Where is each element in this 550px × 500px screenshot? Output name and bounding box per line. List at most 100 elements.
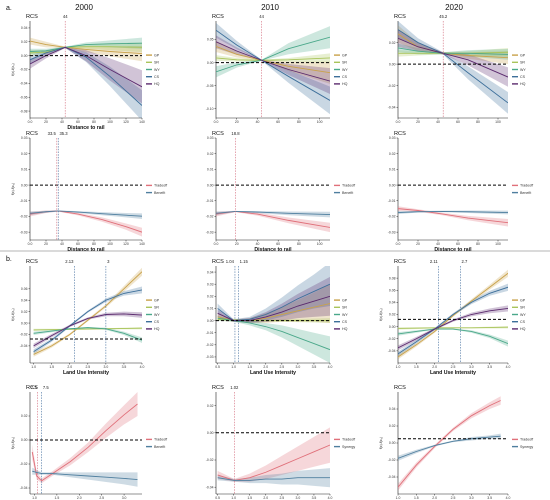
rcs-label: RCS (26, 259, 38, 265)
y-tick-label: -0.06 (20, 95, 28, 99)
x-axis-title: Land Use Intensity (250, 370, 296, 376)
y-tick-label: 0.02 (21, 414, 28, 418)
x-axis-title: Distance to rail (67, 247, 105, 253)
ci-band-hq (30, 46, 142, 104)
ci-band-sr (398, 47, 508, 57)
x-tick-label: 100 (495, 120, 501, 124)
rcs-label: RCS (26, 14, 38, 20)
x-tick-label: 1.0 (396, 365, 401, 369)
x-tick-label: 4.0 (328, 365, 333, 369)
y-tick-label: -0.02 (388, 215, 396, 219)
legend-label-sr: SR (342, 61, 347, 65)
legend-label-tradeoff: Tradeoff (520, 438, 533, 442)
x-tick-label: 4.0 (140, 365, 145, 369)
y-tick-label: -0.02 (388, 458, 396, 462)
threshold-label: 7.5 (43, 385, 49, 390)
y-tick-label: 0.03 (21, 136, 28, 140)
y-tick-label: -0.02 (20, 215, 28, 219)
plot-area (216, 427, 330, 488)
series-line-benefit (32, 470, 138, 481)
series-line-wy (398, 328, 508, 345)
y-tick-label: 0.01 (207, 168, 214, 172)
chart-a-2010-top: RCS -0.10 -0.05 0.00 0.05 0.0 20 40 60 80 100 44 GP S… (206, 14, 349, 124)
year-2000-heading: 2000 (75, 3, 93, 12)
legend-label-hq: HQ (520, 82, 526, 86)
ci-band-gp (33, 267, 142, 357)
x-tick-label: 120 (123, 242, 129, 246)
series-line-hq (398, 307, 508, 349)
x-tick-label: 140 (139, 242, 145, 246)
plot-area (30, 37, 142, 118)
x-tick-label: 3.0 (296, 365, 301, 369)
year-2020-heading: 2020 (445, 3, 463, 12)
legend-label-cs: CS (342, 75, 348, 79)
y-axis-title: f(x)-f(x₀) (11, 63, 15, 75)
rcs-label: RCS (26, 385, 38, 391)
legend-label-sr: SR (154, 306, 159, 310)
ci-band-benefit (30, 210, 142, 219)
ci-band-benefit (216, 210, 330, 218)
y-tick-label: -0.02 (206, 458, 214, 462)
y-axis-title: f(x)-f(x₀) (379, 437, 383, 449)
y-tick-label: 0.00 (21, 183, 28, 187)
x-tick-label: 140 (139, 120, 145, 124)
y-tick-label: 0.06 (389, 288, 396, 292)
threshold-label: 44 (63, 14, 68, 19)
x-tick-label: 20 (44, 242, 48, 246)
ci-band-wy (216, 26, 330, 78)
x-tick-label: 1.0 (231, 365, 236, 369)
y-tick-label: 0.00 (389, 183, 396, 187)
y-tick-label: -0.04 (20, 82, 28, 86)
ci-band-tradeoff (217, 427, 330, 482)
chart-a-2000-top: RCS -0.08 -0.06 -0.04 -0.02 0.00 0.02 0.04 0.0 20… (11, 14, 160, 131)
y-tick-label: 0.01 (389, 168, 396, 172)
legend-label-tradeoff: Tradeoff (154, 438, 167, 442)
x-tick-label: 2.5 (451, 496, 456, 500)
x-tick-label: 1.5 (55, 496, 60, 500)
series-line-tradeoff (217, 444, 330, 481)
threshold-label: 1.04 (226, 259, 235, 264)
x-tick-label: 0.0 (214, 120, 219, 124)
legend-label-cs: CS (520, 320, 526, 324)
rcs-label: RCS (26, 131, 38, 137)
chart-b-2010-bottom: RCS -0.04 -0.02 0.00 0.02 0.5 1.0 1.5 2.0 2.5 3.0 3… (206, 385, 356, 500)
x-tick-label: 3.5 (312, 496, 317, 500)
plot-area (30, 392, 142, 487)
legend-label-benefit: Benefit (520, 191, 531, 195)
x-tick-label: 120 (123, 120, 129, 124)
series-line-tradeoff (31, 403, 138, 482)
x-tick-label: 2.5 (279, 365, 284, 369)
x-tick-label: 80 (476, 120, 480, 124)
rcs-label: RCS (394, 14, 406, 20)
x-tick-label: 80 (92, 120, 96, 124)
ci-band-hq (216, 35, 330, 94)
legend-label-synergy: Synergy (342, 445, 355, 449)
x-tick-label: 20 (235, 242, 239, 246)
series-line-hq (33, 313, 142, 347)
legend-label-gp: GP (154, 53, 160, 57)
x-tick-label: 2.5 (279, 496, 284, 500)
x-tick-label: 0.0 (214, 242, 219, 246)
ci-band-synergy (398, 433, 501, 461)
series-line-sr (217, 318, 330, 322)
legend-label-wy: WY (520, 68, 526, 72)
x-tick-label: 80 (92, 242, 96, 246)
legend-label-tradeoff: Tradeoff (520, 184, 533, 188)
y-tick-label: -0.04 (388, 475, 396, 479)
y-tick-label: 0.03 (389, 136, 396, 140)
x-axis-title: Land Use Intensity (430, 370, 476, 376)
x-tick-label: 0.5 (215, 365, 220, 369)
ci-band-gp (217, 284, 330, 323)
legend-label-wy: WY (342, 68, 348, 72)
x-tick-label: 2.0 (432, 496, 437, 500)
threshold-label: 2.11 (430, 259, 439, 264)
rcs-label: RCS (394, 131, 406, 137)
legend-label-gp: GP (154, 298, 160, 302)
legend-label-gp: GP (342, 298, 348, 302)
x-tick-label: 100 (107, 242, 113, 246)
legend-label-sr: SR (520, 61, 525, 65)
y-tick-label: 0.02 (21, 40, 28, 44)
threshold-label: 33.5 (48, 131, 57, 136)
y-tick-label: -0.02 (206, 343, 214, 347)
series-line-wy (30, 42, 142, 52)
